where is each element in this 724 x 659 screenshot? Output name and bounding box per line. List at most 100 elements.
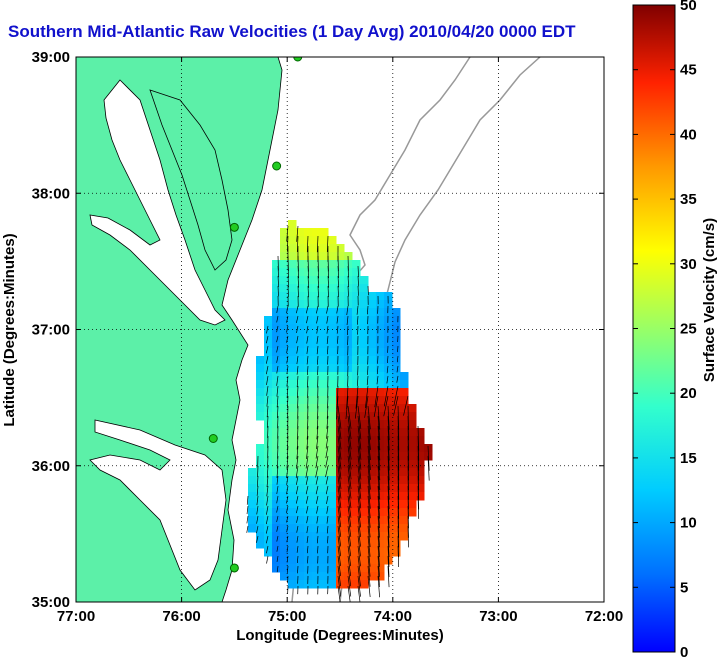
velocity-cell — [368, 508, 377, 517]
velocity-cell — [312, 340, 321, 349]
velocity-cell — [376, 420, 385, 429]
velocity-arrow — [347, 585, 351, 602]
velocity-cell — [272, 332, 281, 341]
velocity-cell — [288, 444, 297, 453]
velocity-arrow — [367, 405, 371, 430]
velocity-cell — [368, 548, 377, 557]
velocity-arrow — [276, 495, 279, 504]
velocity-cell — [392, 428, 401, 437]
velocity-cell — [320, 284, 329, 293]
velocity-cell — [272, 380, 281, 389]
velocity-cell — [376, 444, 385, 453]
velocity-cell — [320, 580, 329, 589]
velocity-arrow — [336, 305, 339, 314]
velocity-cell — [288, 460, 297, 469]
hf-radar-stations — [208, 57, 303, 573]
velocity-arrow — [315, 485, 319, 495]
y-tick-label: 35:00 — [32, 594, 70, 611]
velocity-cell — [384, 356, 393, 365]
velocity-arrow — [337, 505, 342, 528]
velocity-cell — [320, 468, 329, 477]
velocity-arrow — [347, 425, 352, 450]
velocity-cell — [360, 332, 369, 341]
velocity-arrow — [296, 535, 299, 543]
velocity-arrow — [326, 525, 329, 534]
velocity-arrow — [387, 435, 390, 461]
velocity-cell — [376, 524, 385, 533]
velocity-arrow — [276, 455, 279, 469]
velocity-cell — [360, 276, 369, 285]
velocity-cell — [328, 460, 337, 469]
velocity-cell — [288, 556, 297, 565]
velocity-cell — [280, 540, 289, 549]
x-axis-label: Longitude (Degrees:Minutes) — [236, 627, 444, 644]
velocity-cell — [352, 308, 361, 317]
velocity-cell — [296, 364, 305, 373]
velocity-cell — [352, 572, 361, 581]
velocity-arrow — [374, 385, 379, 408]
velocity-cell — [296, 540, 305, 549]
velocity-cell — [392, 548, 401, 557]
velocity-arrow — [315, 475, 319, 485]
colorbar-tick-label: 0 — [680, 644, 688, 659]
velocity-arrow — [306, 235, 309, 253]
velocity-cell — [264, 516, 273, 525]
velocity-arrow — [295, 485, 299, 495]
velocity-cell — [256, 460, 265, 469]
velocity-cell — [376, 468, 385, 477]
velocity-cell — [304, 516, 313, 525]
velocity-arrow — [337, 425, 342, 450]
velocity-cell — [352, 428, 361, 437]
velocity-cell — [272, 412, 281, 421]
velocity-cell — [312, 420, 321, 429]
velocity-arrow — [296, 345, 299, 354]
velocity-cell — [320, 324, 329, 333]
velocity-arrow — [377, 555, 380, 577]
velocity-cell — [296, 484, 305, 493]
velocity-cell — [360, 572, 369, 581]
velocity-cell — [320, 268, 329, 277]
velocity-arrow — [286, 475, 289, 485]
velocity-cell — [288, 348, 297, 357]
velocity-arrow — [377, 565, 380, 588]
velocity-cell — [368, 476, 377, 485]
velocity-cell — [272, 492, 281, 501]
velocity-cell — [256, 380, 265, 389]
velocity-cell — [392, 372, 401, 381]
velocity-arrow — [387, 535, 390, 558]
velocity-cell — [400, 476, 409, 485]
velocity-cell — [296, 564, 305, 573]
velocity-cell — [288, 260, 297, 269]
velocity-cell — [296, 468, 305, 477]
velocity-arrow — [327, 285, 329, 298]
velocity-cell — [296, 380, 305, 389]
velocity-arrow — [327, 535, 329, 544]
velocity-cell — [280, 460, 289, 469]
velocity-cell — [328, 356, 337, 365]
velocity-arrow — [397, 545, 400, 568]
velocity-cell — [288, 316, 297, 325]
velocity-cell — [336, 484, 345, 493]
delmarva-peninsula — [149, 89, 233, 271]
velocity-cell — [376, 316, 385, 325]
velocity-arrow — [276, 565, 279, 573]
velocity-cell — [360, 444, 369, 453]
velocity-cell — [304, 428, 313, 437]
velocity-arrow — [287, 265, 289, 278]
velocity-cell — [352, 340, 361, 349]
velocity-cell — [280, 500, 289, 509]
velocity-arrow — [367, 455, 371, 480]
velocity-arrow — [367, 545, 371, 567]
velocity-cell — [280, 284, 289, 293]
velocity-arrow — [307, 285, 309, 298]
velocity-arrow — [327, 265, 330, 279]
velocity-cell — [304, 340, 313, 349]
velocity-arrow — [337, 585, 341, 602]
velocity-cell — [312, 260, 321, 269]
velocity-cell — [256, 468, 265, 477]
velocity-cell — [280, 492, 289, 501]
velocity-arrow — [325, 485, 329, 495]
velocity-cell — [328, 508, 337, 517]
colorbar-tick-label: 20 — [680, 385, 697, 402]
velocity-cell — [376, 404, 385, 413]
